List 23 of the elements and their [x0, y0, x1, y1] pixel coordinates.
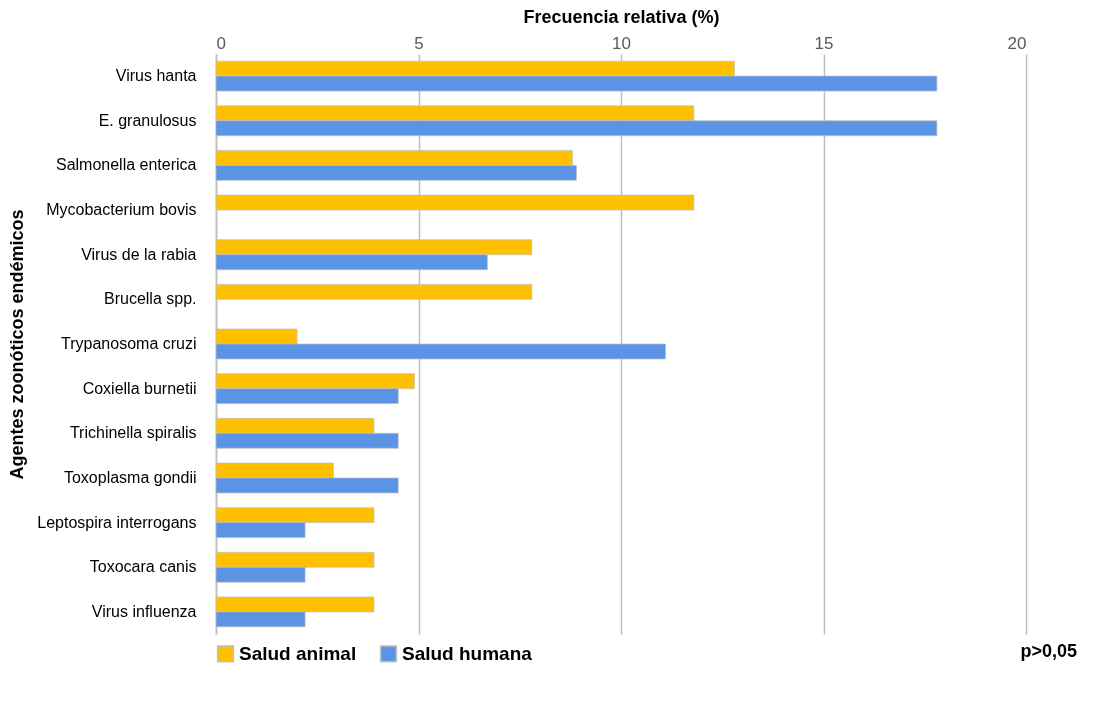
- x-tick-label: 15: [814, 33, 834, 53]
- y-tick-label: E. granulosus: [98, 111, 197, 129]
- y-tick-label: Toxoplasma gondii: [63, 468, 197, 486]
- x-tick-label: 0: [216, 33, 226, 53]
- y-tick-label: Trypanosoma cruzi: [61, 335, 197, 352]
- x-tick-label: 10: [612, 33, 631, 53]
- y-tick-label: Toxocara canis: [89, 558, 197, 576]
- x-axis-title: Frecuencia relativa (%): [523, 6, 720, 27]
- y-tick-label: Virus de la rabia: [81, 245, 197, 263]
- x-tick-label: 20: [1007, 33, 1027, 53]
- x-tick-label: 5: [414, 33, 424, 53]
- y-tick-label: Coxiella burnetii: [82, 379, 197, 397]
- y-tick-label: Trichinella spiralis: [69, 424, 197, 442]
- y-tick-label: Leptospira interrogans: [37, 513, 197, 531]
- text: p>0,05: [1020, 641, 1077, 662]
- legend-label: Salud animal: [239, 642, 357, 664]
- y-tick-label: Virus hanta: [115, 67, 197, 85]
- y-tick-label: Virus influenza: [91, 602, 197, 620]
- y-tick-label: Salmonella enterica: [55, 156, 197, 174]
- y-axis-title: Agentes zoonóticos endémicos: [7, 209, 28, 480]
- y-tick-label: Brucella spp.: [104, 290, 197, 308]
- legend-label: Salud humana: [402, 642, 533, 664]
- y-tick-label: Mycobacterium bovis: [46, 201, 197, 219]
